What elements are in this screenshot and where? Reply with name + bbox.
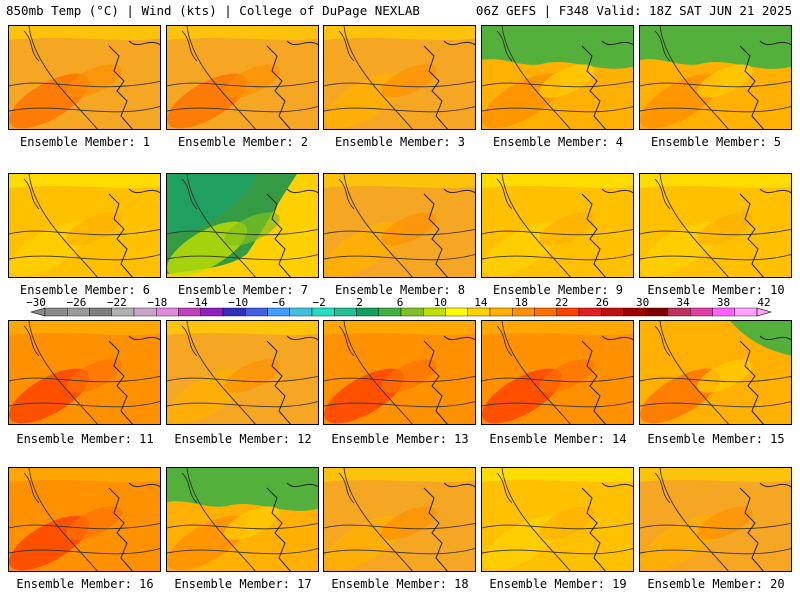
ensemble-member-map: [166, 173, 319, 278]
colorbar-tick-label: −10: [228, 296, 249, 309]
ensemble-member-label: Ensemble Member: 13: [331, 432, 469, 446]
temperature-field-map: [167, 174, 318, 277]
ensemble-member-label: Ensemble Member: 11: [16, 432, 154, 446]
ensemble-member-label: Ensemble Member: 7: [177, 283, 309, 297]
ensemble-member-label: Ensemble Member: 12: [174, 432, 312, 446]
colorbar-tick-label: −18: [147, 296, 168, 309]
ensemble-member-map: [481, 173, 634, 278]
ensemble-member-label: Ensemble Member: 5: [650, 135, 782, 149]
ensemble-member-label: Ensemble Member: 19: [489, 577, 627, 591]
ensemble-member-map: [166, 25, 319, 130]
colorbar-tick-label: 6: [396, 296, 404, 309]
temperature-field-map: [324, 321, 475, 424]
ensemble-member-map: [323, 173, 476, 278]
ensemble-member-map: [8, 467, 161, 572]
temperature-field-map: [324, 174, 475, 277]
temperature-field-map: [167, 468, 318, 571]
header-valid-time: 06Z GEFS | F348 Valid: 18Z SAT JUN 21 20…: [475, 3, 792, 18]
temperature-field-map: [640, 321, 791, 424]
ensemble-member-label: Ensemble Member: 3: [334, 135, 466, 149]
temperature-field-map: [640, 26, 791, 129]
ensemble-member-label: Ensemble Member: 14: [489, 432, 627, 446]
colorbar-swatches: [29, 307, 773, 317]
ensemble-member-map: [639, 320, 792, 425]
ensemble-member-map: [166, 320, 319, 425]
ensemble-member-map: [481, 320, 634, 425]
temperature-field-map: [640, 174, 791, 277]
ensemble-member-map: [8, 173, 161, 278]
colorbar-tick-label: 18: [514, 296, 528, 309]
colorbar-tick-label: 10: [433, 296, 448, 309]
ensemble-member-label: Ensemble Member: 15: [647, 432, 785, 446]
colorbar-tick-label: −6: [272, 296, 286, 309]
temperature-field-map: [482, 468, 633, 571]
temperature-colorbar: [6, 296, 794, 318]
temperature-field-map: [640, 468, 791, 571]
temperature-field-map: [324, 468, 475, 571]
ensemble-member-label: Ensemble Member: 4: [492, 135, 624, 149]
ensemble-member-map: [323, 25, 476, 130]
ensemble-member-label: Ensemble Member: 6: [19, 283, 151, 297]
ensemble-member-map: [166, 467, 319, 572]
temperature-field-map: [167, 321, 318, 424]
ensemble-member-map: [481, 25, 634, 130]
ensemble-member-map: [639, 173, 792, 278]
ensemble-member-label: Ensemble Member: 10: [647, 283, 785, 297]
temperature-field-map: [9, 321, 160, 424]
ensemble-member-map: [8, 320, 161, 425]
ensemble-member-map: [639, 25, 792, 130]
temperature-field-map: [9, 174, 160, 277]
colorbar-tick-label: 26: [595, 296, 609, 309]
header-title: 850mb Temp (°C) | Wind (kts) | College o…: [6, 3, 420, 18]
ensemble-member-label: Ensemble Member: 18: [331, 577, 469, 591]
temperature-field-map: [482, 26, 633, 129]
ensemble-member-map: [323, 320, 476, 425]
colorbar-tick-label: −2: [312, 296, 326, 309]
ensemble-member-label: Ensemble Member: 17: [174, 577, 312, 591]
colorbar-tick-label: −26: [66, 296, 87, 309]
ensemble-member-label: Ensemble Member: 2: [177, 135, 309, 149]
temperature-field-map: [482, 174, 633, 277]
colorbar-tick-label: 22: [555, 296, 569, 309]
colorbar-tick-label: 14: [474, 296, 488, 309]
ensemble-member-map: [323, 467, 476, 572]
ensemble-member-label: Ensemble Member: 9: [492, 283, 624, 297]
ensemble-member-map: [639, 467, 792, 572]
temperature-field-map: [482, 321, 633, 424]
colorbar-tick-label: −14: [187, 296, 208, 309]
ensemble-member-map: [8, 25, 161, 130]
colorbar-tick-label: 38: [716, 296, 731, 309]
temperature-field-map: [167, 26, 318, 129]
colorbar-tick-label: 42: [757, 296, 771, 309]
colorbar-tick-label: −30: [26, 296, 46, 309]
ensemble-member-label: Ensemble Member: 16: [16, 577, 154, 591]
temperature-field-map: [324, 26, 475, 129]
temperature-field-map: [9, 468, 160, 571]
ensemble-member-label: Ensemble Member: 8: [334, 283, 466, 297]
ensemble-member-label: Ensemble Member: 20: [647, 577, 785, 591]
colorbar-tick-label: 34: [676, 296, 690, 309]
colorbar-tick-label: 2: [356, 296, 363, 309]
temperature-field-map: [9, 26, 160, 129]
ensemble-member-map: [481, 467, 634, 572]
ensemble-member-label: Ensemble Member: 1: [19, 135, 151, 149]
colorbar-tick-label: −22: [106, 296, 127, 309]
colorbar-tick-label: 30: [636, 296, 650, 309]
